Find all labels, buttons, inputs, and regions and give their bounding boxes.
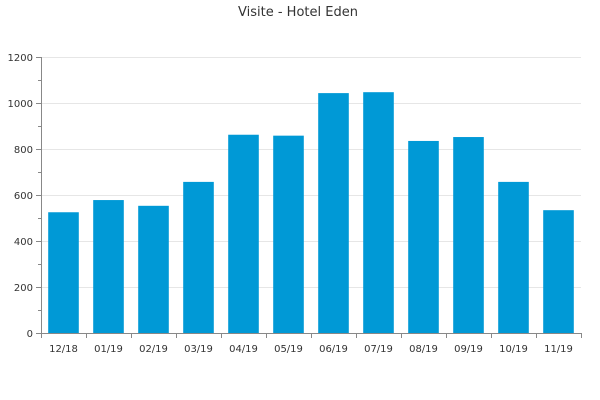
grid [41, 57, 581, 288]
bar [498, 181, 529, 333]
x-tick-label: 04/19 [229, 344, 258, 355]
bar [453, 137, 484, 333]
bar [363, 92, 394, 333]
bar [183, 181, 214, 333]
x-tick-label: 09/19 [454, 344, 483, 355]
x-tick-label: 06/19 [319, 344, 348, 355]
x-tick-label: 07/19 [364, 344, 393, 355]
bar [273, 135, 304, 333]
x-tick-label: 08/19 [409, 344, 438, 355]
chart-title: Visite - Hotel Eden [238, 5, 358, 20]
y-tick-label: 0 [27, 329, 33, 340]
y-axis-ticks: 0 200 400 600 800 1000 1200 [8, 53, 41, 340]
x-tick-label: 02/19 [139, 344, 168, 355]
bar [93, 200, 124, 333]
bars [48, 92, 574, 333]
bar [408, 140, 439, 333]
x-tick-label: 11/19 [544, 344, 573, 355]
x-tick-label: 10/19 [499, 344, 528, 355]
y-tick-label: 200 [14, 283, 33, 294]
y-tick-label: 800 [14, 145, 33, 156]
x-axis-ticks: 12/18 01/19 02/19 03/19 04/19 05/19 06/19 07/19… [41, 333, 582, 355]
y-tick-label: 600 [14, 191, 33, 202]
y-tick-label: 400 [14, 237, 33, 248]
bar [138, 205, 169, 333]
y-tick-label: 1200 [8, 53, 33, 64]
x-tick-label: 05/19 [274, 344, 303, 355]
bar [228, 134, 259, 333]
x-tick-label: 03/19 [184, 344, 213, 355]
bar [318, 93, 349, 333]
x-tick-label: 01/19 [94, 344, 123, 355]
bar [48, 212, 79, 333]
x-tick-label: 12/18 [49, 344, 78, 355]
bar [543, 210, 574, 333]
y-tick-label: 1000 [8, 99, 33, 110]
